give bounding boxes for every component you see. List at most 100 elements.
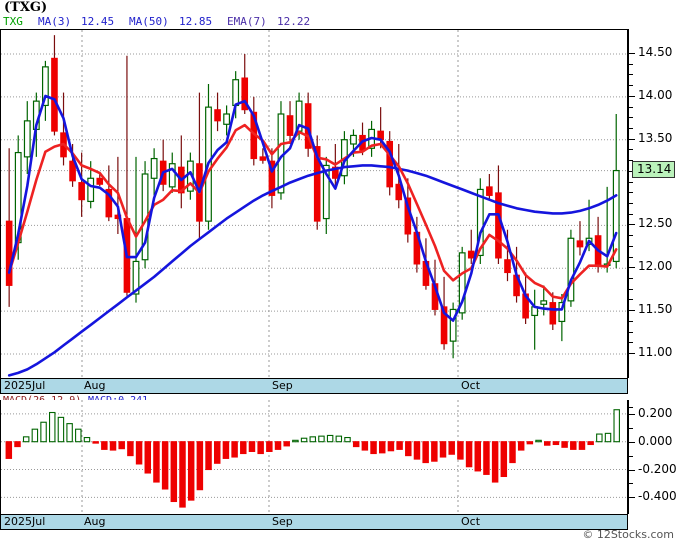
- macd-tick-minor: [628, 406, 633, 408]
- macd-bar: [31, 428, 39, 443]
- price-tick: [628, 85, 633, 87]
- date-label-2: Sep: [272, 379, 293, 392]
- candle: [576, 221, 584, 256]
- candle: [286, 101, 294, 144]
- macd-bar: [578, 441, 586, 450]
- date-label-2: Sep: [272, 515, 293, 528]
- candle: [540, 285, 548, 316]
- macd-bar: [465, 441, 473, 468]
- price-tick: [628, 106, 633, 108]
- macd-bar: [48, 411, 56, 443]
- macd-axis: 0.200 0.000 -0.200 -0.400: [628, 400, 680, 514]
- date-axis-bottom: 2025Jul Aug Sep Oct: [0, 514, 628, 530]
- macd-tick: [628, 469, 635, 471]
- macd-bar: [92, 441, 99, 444]
- macd-bar: [127, 441, 134, 457]
- macd-bar: [491, 441, 499, 483]
- price-axis: 11.00 11.50 12.00 12.50 13.50 14.00 14.50 13.14: [628, 29, 680, 378]
- macd-bar: [335, 435, 343, 443]
- price-tick: [628, 181, 633, 183]
- macd-bar: [439, 441, 447, 458]
- legend-value-0: 12.45: [81, 15, 115, 28]
- price-tick: [628, 203, 633, 204]
- price-tick: [628, 170, 633, 172]
- date-label-1: Aug: [84, 515, 106, 528]
- macd-bar: [5, 441, 13, 459]
- macd-bar: [257, 441, 264, 455]
- title-bar: (TXG): [0, 0, 680, 15]
- price-tick: [628, 256, 633, 258]
- macd-bar: [213, 441, 221, 464]
- price-tick: [628, 310, 635, 312]
- macd-bar: [413, 441, 421, 460]
- candle: [214, 92, 221, 132]
- macd-bar: [318, 435, 325, 443]
- macd-tick-minor: [628, 427, 633, 429]
- macd-bar: [517, 441, 525, 451]
- price-tick-label: 12.00: [638, 259, 673, 274]
- macd-bar: [422, 441, 429, 464]
- candle: [558, 294, 566, 342]
- price-tick: [628, 288, 633, 290]
- candle: [41, 60, 49, 121]
- legend-value-1: 12.85: [179, 15, 213, 28]
- macd-tick-label: -0.200: [638, 461, 677, 476]
- price-tick: [628, 74, 633, 76]
- macd-bar: [500, 441, 508, 478]
- candle: [449, 302, 457, 359]
- candle: [386, 131, 394, 196]
- price-tick: [628, 149, 633, 151]
- macd-chart-panel: [0, 400, 628, 514]
- macd-bar: [370, 441, 377, 455]
- macd-bar: [457, 441, 464, 460]
- macd-bar: [66, 423, 73, 443]
- legend-label-2: EMA(7): [227, 15, 267, 28]
- macd-tick-minor: [628, 483, 633, 485]
- candle: [259, 148, 267, 164]
- candle: [196, 92, 203, 239]
- price-tick: [628, 95, 635, 97]
- price-tick: [628, 128, 633, 129]
- price-tick: [628, 213, 633, 215]
- candle: [205, 84, 212, 230]
- macd-bar: [561, 441, 568, 448]
- macd-bar: [161, 441, 169, 490]
- candle: [150, 148, 158, 196]
- macd-bar: [266, 441, 273, 452]
- chart-legend: TXG MA(3) 12.45 MA(50) 12.85 EMA(7) 12.22: [0, 15, 680, 29]
- candle: [132, 156, 140, 303]
- date-label-1: Aug: [84, 379, 106, 392]
- macd-bar: [231, 441, 238, 458]
- macd-bar: [326, 434, 334, 443]
- macd-bar: [526, 441, 534, 445]
- candle: [458, 246, 466, 320]
- candle: [486, 174, 493, 200]
- macd-bar: [283, 441, 290, 447]
- macd-bar: [309, 436, 317, 443]
- candle: [123, 55, 131, 296]
- legend-label-0: MA(3): [38, 15, 72, 28]
- candle: [223, 105, 231, 136]
- date-axis-top: 2025Jul Aug Sep Oct: [0, 378, 628, 394]
- candle: [467, 229, 475, 264]
- macd-tick-label: 0.200: [638, 405, 673, 420]
- price-tick-label: 14.50: [638, 45, 673, 59]
- page-title: (TXG): [4, 0, 48, 15]
- macd-bar: [448, 441, 455, 455]
- macd-bar: [196, 441, 204, 491]
- macd-tick-label: 0.000: [638, 433, 673, 448]
- macd-bar: [22, 436, 30, 443]
- candle: [549, 292, 557, 330]
- price-tick: [628, 117, 633, 119]
- price-tick: [628, 160, 633, 162]
- price-tick: [628, 63, 633, 65]
- macd-bar: [613, 409, 620, 443]
- macd-bar: [135, 441, 143, 465]
- date-label-3: Oct: [461, 379, 481, 392]
- price-tick: [628, 224, 635, 226]
- candle: [78, 152, 85, 217]
- candle: [141, 161, 149, 269]
- macd-axis-line: [628, 400, 629, 514]
- macd-bar: [604, 432, 612, 443]
- macd-tick: [628, 413, 635, 415]
